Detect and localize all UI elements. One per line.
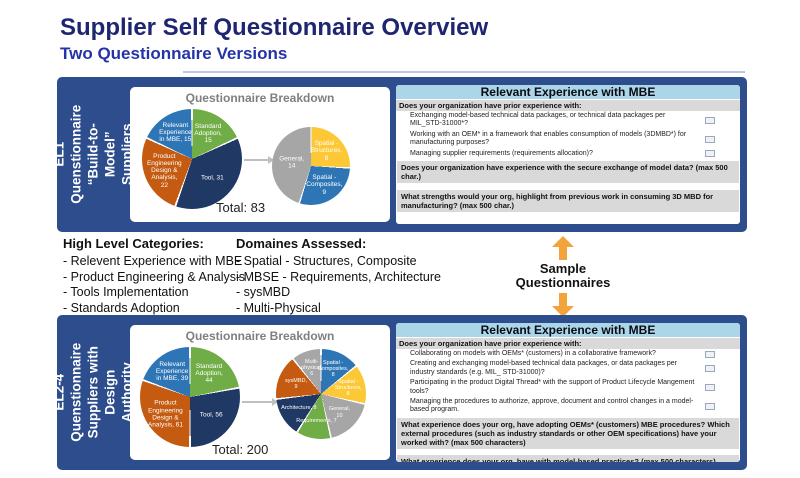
domain-item: - Multi-Physical <box>236 300 321 315</box>
sample-questionnaires-callout: Sample Questionnaires <box>508 236 618 317</box>
question-item: Collaborating on models with OEMs* (cust… <box>396 349 740 359</box>
question-item-text: Exchanging model-based technical data pa… <box>410 112 666 128</box>
categories-title: High Level Categories: <box>63 236 204 251</box>
question-item-text: Creating and exchanging model-based tech… <box>410 360 677 376</box>
question-bar: What experience does your org, have adop… <box>397 417 739 449</box>
pie-slice-label: sysMBD, 9 <box>285 377 308 390</box>
el1-panel: EL1 Quenstionnaire “Build-to-Model” Supp… <box>51 77 747 232</box>
pie-slice-label: Multi- physical, 6 <box>301 358 323 377</box>
breakdown-title: Questionnaire Breakdown <box>185 329 335 343</box>
sample-questionnaires-label: Sample Questionnaires <box>515 261 611 291</box>
checkbox[interactable] <box>705 365 715 373</box>
checkbox[interactable] <box>705 116 715 124</box>
title-rule <box>183 71 745 73</box>
el2-4-questionnaire-box: Relevant Experience with MBE Does your o… <box>396 323 740 462</box>
question-item: Managing the procedures to authorize, ap… <box>396 397 740 416</box>
pie-slice-label: General, 10 <box>328 406 351 419</box>
pie-slice-label: Standard Adoption, 44 <box>195 362 223 385</box>
question-item-text: Managing supplier requirements (requirem… <box>410 149 593 157</box>
domain-item: - sysMBD <box>236 285 291 299</box>
prior-experience-heading: Does your organization have prior experi… <box>396 100 740 111</box>
page-title: Supplier Self Questionnaire Overview <box>60 14 489 41</box>
el2-4-sidebar: EL2-4 Quenstionnaire Suppliers with Desi… <box>51 315 134 470</box>
pie-slice-label: Requirements, 7 <box>296 417 337 424</box>
question-bar: Does your organization have experience w… <box>397 160 739 183</box>
total-label: Total: 83 <box>216 200 266 215</box>
arrow-down-icon <box>552 292 574 317</box>
pie-slice-label: Product Engineering Design & Analysis, 6… <box>147 399 183 429</box>
pie-slice-label: Spatial - Structures, 8 <box>310 140 343 162</box>
category-item: - Product Engineering & Analysis <box>63 269 246 284</box>
checkbox[interactable] <box>705 384 715 392</box>
question-item: Creating and exchanging model-based tech… <box>396 359 740 378</box>
question-bar: What strengths would your org, highlight… <box>397 189 739 212</box>
el1-questionnaire-box: Relevant Experience with MBE Does your o… <box>396 85 740 224</box>
el2-4-panel: EL2-4 Quenstionnaire Suppliers with Desi… <box>51 315 747 470</box>
pie-slice-label: General, 14 <box>279 155 305 171</box>
pie-slice-label: Relevant Experience in MBE, 39 <box>155 360 189 383</box>
checkbox[interactable] <box>705 135 715 143</box>
question-item: Participating in the product Digital Thr… <box>396 378 740 397</box>
connector-arrow-icon <box>242 398 278 406</box>
el1-main-pie-chart: Standard Adoption, 15 Tool, 31 Product Eng… <box>142 109 242 209</box>
question-item: Managing supplier requirements (requirem… <box>396 149 740 159</box>
el1-breakdown-box: Questionnaire Breakdown Standard Adoptio… <box>130 87 390 222</box>
pie-slice-label: Standard Adoption, 15 <box>194 122 222 145</box>
pie-slice-label: Product Engineering Design & Analysis, 2… <box>146 152 182 189</box>
connector-arrow-icon <box>244 156 274 164</box>
question-item-text: Collaborating on models with OEMs* (cust… <box>410 350 656 357</box>
total-label: Total: 200 <box>212 442 269 457</box>
prior-experience-heading: Does your organization have prior experi… <box>396 338 740 349</box>
el1-sidebar: EL1 Quenstionnaire “Build-to-Model” Supp… <box>51 77 134 232</box>
high-level-categories-list: High Level Categories: - Relevent Experi… <box>63 236 245 316</box>
question-item: Exchanging model-based technical data pa… <box>396 111 740 130</box>
question-item-text: Managing the procedures to authorize, ap… <box>410 397 694 414</box>
checkbox[interactable] <box>705 150 715 158</box>
el1-domains-pie-chart: Spatial - Structures, 8 Spatial - Composi… <box>272 127 350 205</box>
domain-item: - Spatial - Structures, Composite <box>236 254 417 268</box>
el2-4-main-pie-chart: Standard Adoption, 44 Tool, 56 Product Eng… <box>140 347 240 447</box>
question-item: Working with an OEM* in a framework that… <box>396 130 740 149</box>
category-item: - Relevent Experience with MBE <box>63 254 243 268</box>
category-item: - Standards Adoption <box>63 300 180 315</box>
questionnaire-header: Relevant Experience with MBE <box>396 85 740 99</box>
page-subtitle: Two Questionnaire Versions <box>60 44 288 63</box>
question-bar: What experience does your org. have with… <box>397 454 739 462</box>
domains-title: Domaines Assessed: <box>236 236 367 251</box>
checkbox[interactable] <box>705 350 715 358</box>
domains-assessed-list: Domaines Assessed: - Spatial - Structure… <box>236 236 441 316</box>
pie-slice-label: Spatial - Structures, 8 <box>334 378 362 397</box>
questionnaire-header: Relevant Experience with MBE <box>396 323 740 337</box>
breakdown-title: Questionnaire Breakdown <box>185 91 335 105</box>
checkbox[interactable] <box>705 402 715 410</box>
pie-slice-label: Spatial - Composites, 9 <box>306 174 343 196</box>
el2-4-domains-pie-chart: Spatial - Composites, 8 Spatial - Structu… <box>276 349 366 439</box>
pie-slice-label: Spatial - Composites, 8 <box>317 359 349 378</box>
question-item-text: Participating in the product Digital Thr… <box>410 379 695 395</box>
pie-slice-label: Tool, 56 <box>199 410 223 418</box>
domain-item: - MBSE - Requirements, Architecture <box>236 269 441 284</box>
el1-sidebar-label: EL1 Quenstionnaire “Build-to-Model” Supp… <box>51 104 134 205</box>
el2-4-sidebar-label: EL2-4 Quenstionnaire Suppliers with Desi… <box>51 342 134 443</box>
pie-slice-label: Architecture, 8 <box>281 404 317 411</box>
el2-4-breakdown-box: Questionnaire Breakdown Standard Adoptio… <box>130 325 390 460</box>
pie-slice-label: Tool, 31 <box>200 173 224 181</box>
question-item-text: Working with an OEM* in a framework that… <box>410 130 687 147</box>
pie-slice-label: Relevant Experience in MBE, 15 <box>159 121 192 144</box>
arrow-up-icon <box>552 236 574 260</box>
category-item: - Tools Implementation <box>63 285 189 299</box>
